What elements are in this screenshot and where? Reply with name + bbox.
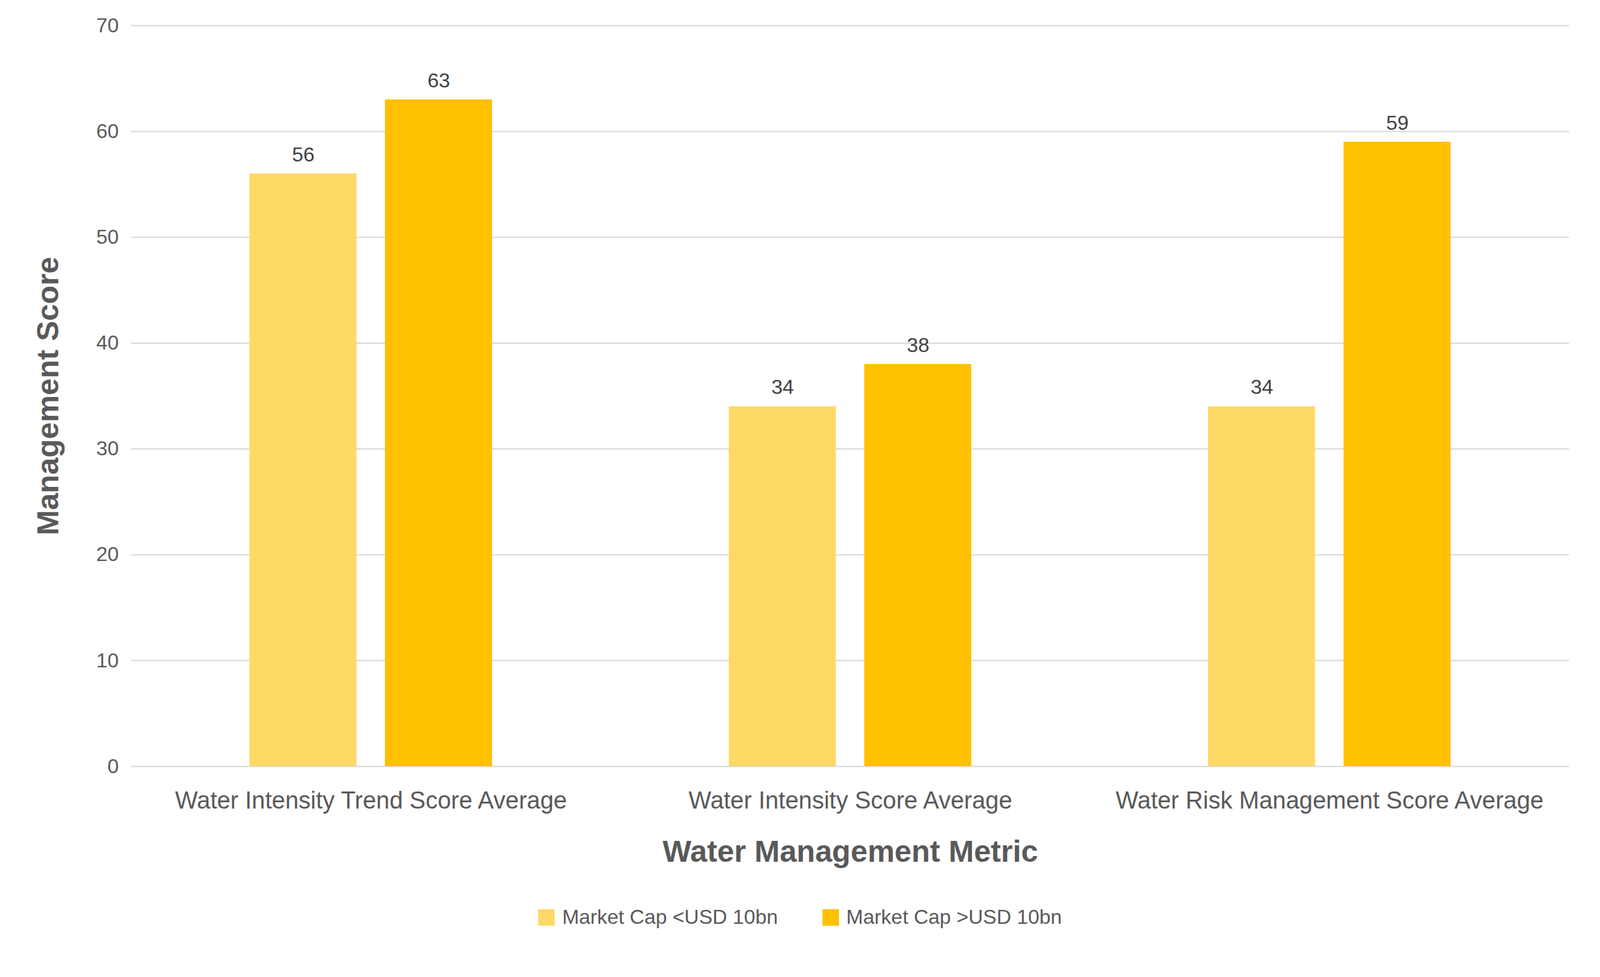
svg-text:Water Risk Management Score Av: Water Risk Management Score Average <box>1115 787 1544 814</box>
svg-text:34: 34 <box>1250 375 1274 399</box>
html-text:Market Cap >USD 10bn: Market Cap >USD 10bn <box>846 905 1062 929</box>
svg-text:0: 0 <box>107 754 120 778</box>
svg-text:Water Management Metric: Water Management Metric <box>662 834 1038 869</box>
html-text:Market Cap <USD 10bn: Market Cap <USD 10bn <box>562 905 778 929</box>
svg-text:56: 56 <box>291 143 315 166</box>
svg-text:10: 10 <box>96 648 120 672</box>
svg-text:34: 34 <box>771 375 794 399</box>
svg-text:38: 38 <box>906 333 930 357</box>
svg-text:63: 63 <box>427 69 451 92</box>
svg-text:30: 30 <box>96 436 120 460</box>
svg-text:70: 70 <box>96 13 120 37</box>
svg-text:Water Intensity Score Average: Water Intensity Score Average <box>688 787 1012 814</box>
svg-text:Water Intensity Trend Score Av: Water Intensity Trend Score Average <box>175 787 568 814</box>
svg-text:60: 60 <box>96 119 120 143</box>
svg-text:20: 20 <box>96 542 120 566</box>
svg-text:50: 50 <box>96 225 120 249</box>
svg-text:Management Score: Management Score <box>31 256 65 536</box>
svg-text:40: 40 <box>96 331 120 354</box>
svg-text:59: 59 <box>1385 111 1409 135</box>
